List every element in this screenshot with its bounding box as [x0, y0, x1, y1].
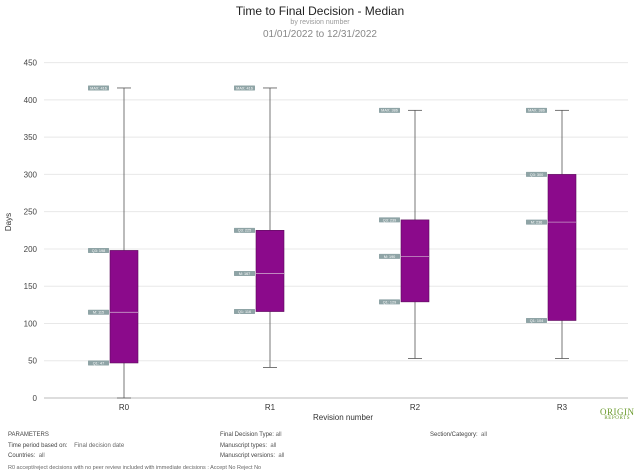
- x-axis-title: Revision number: [313, 413, 373, 422]
- y-tick-label: 200: [24, 245, 38, 254]
- y-axis-title: Days: [4, 213, 13, 231]
- value-tag-label-q3: Q3: 300: [530, 173, 544, 177]
- box-iqr: [400, 219, 430, 303]
- y-tick-label: 100: [24, 319, 38, 328]
- value-tag-q3: [88, 247, 109, 253]
- value-tag-label-median: M: 167: [239, 272, 251, 276]
- parameters-heading: PARAMETERS: [8, 432, 49, 438]
- value-tag-label-median: M: 115: [93, 311, 104, 315]
- param-final-decision-type: Final Decision Type: all: [220, 432, 282, 438]
- value-tag-q1: [234, 309, 255, 315]
- value-tag-label-max: MAX: 416: [236, 86, 253, 90]
- y-tick-label: 450: [24, 59, 38, 68]
- value-tag-label-q1: Q1: 129: [383, 300, 397, 304]
- value-tag-q1: [526, 317, 547, 323]
- param-section-category: Section/Category: all: [430, 432, 488, 438]
- y-tick-label: 350: [24, 133, 38, 142]
- value-tag-max: [88, 85, 109, 91]
- value-tag-label-max: MAX: 386: [528, 109, 545, 113]
- value-tag-q3: [526, 171, 547, 177]
- x-tick-label: R3: [557, 403, 568, 412]
- y-tick-label: 150: [24, 282, 38, 291]
- param-manuscript-types: Manuscript types: all: [220, 443, 277, 449]
- value-tag-median: [526, 219, 547, 225]
- value-tag-q3: [234, 227, 255, 233]
- value-tag-max: [234, 85, 255, 91]
- chart-title: Time to Final Decision - Median: [235, 4, 405, 18]
- value-tag-q1: [379, 299, 400, 305]
- value-tag-label-q3: Q3: 198: [92, 249, 106, 253]
- param-footnote: R0 accept/reject decisions with no peer …: [8, 465, 262, 471]
- value-tag-label-median: M: 236: [531, 221, 543, 225]
- box-iqr: [547, 174, 577, 321]
- y-tick-label: 300: [24, 170, 38, 179]
- x-tick-label: R2: [410, 403, 421, 412]
- value-tag-max: [526, 107, 547, 113]
- value-tag-label-q1: Q1: 47: [93, 361, 104, 365]
- param-manuscript-versions: Manuscript versions: all: [220, 453, 285, 459]
- value-tag-label-q1: Q1: 104: [530, 319, 544, 323]
- value-tag-q3: [379, 217, 400, 223]
- value-tag-label-max: MAX: 386: [381, 109, 398, 113]
- x-tick-label: R0: [119, 403, 130, 412]
- value-tag-median: [234, 271, 255, 277]
- param-time-period: Time period based on: Final decision dat…: [8, 443, 125, 449]
- y-tick-label: 0: [33, 394, 38, 403]
- value-tag-label-q3: Q3: 225: [238, 229, 252, 233]
- y-tick-label: 400: [24, 96, 38, 105]
- origin-reports-logo: ORIGIN REPORTS: [600, 407, 635, 421]
- value-tag-median: [379, 253, 400, 259]
- value-tag-median: [88, 309, 109, 315]
- value-tag-max: [379, 107, 400, 113]
- y-tick-label: 250: [24, 208, 38, 217]
- x-tick-label: R1: [265, 403, 276, 412]
- value-tag-label-q1: Q1: 116: [238, 310, 251, 314]
- chart-date-range: 01/01/2022 to 12/31/2022: [263, 29, 377, 40]
- y-tick-label: 50: [28, 357, 37, 366]
- chart-subtitle: by revision number: [290, 19, 350, 26]
- value-tag-label-median: M: 190: [384, 255, 396, 259]
- value-tag-q1: [88, 360, 109, 366]
- value-tag-label-max: MAX: 416: [90, 86, 107, 90]
- param-countries: Countries: all: [8, 453, 45, 459]
- box-iqr: [255, 230, 285, 312]
- value-tag-label-q3: Q3: 239: [383, 218, 397, 222]
- box-iqr: [109, 250, 139, 364]
